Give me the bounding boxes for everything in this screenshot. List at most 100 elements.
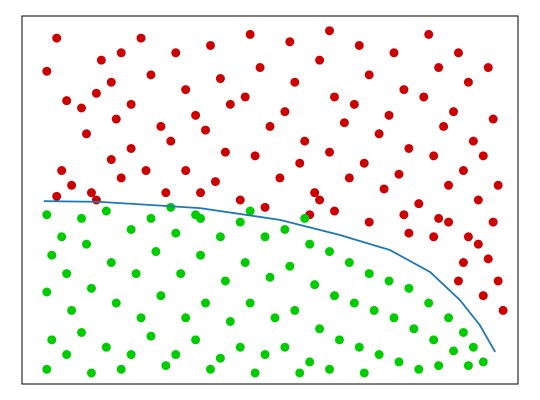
scatter-point xyxy=(52,191,62,201)
scatter-point xyxy=(215,353,225,363)
scatter-point xyxy=(473,239,483,249)
scatter-point xyxy=(305,239,315,249)
scatter-point xyxy=(478,151,488,161)
scatter-point xyxy=(42,66,52,76)
scatter-point xyxy=(96,55,106,65)
scatter-point xyxy=(310,188,320,198)
scatter-point xyxy=(126,350,136,360)
scatter-point xyxy=(344,258,354,268)
scatter-point xyxy=(434,361,444,371)
scatter-point xyxy=(290,77,300,87)
scatter-point xyxy=(181,85,191,95)
scatter-point xyxy=(463,361,473,371)
scatter-point xyxy=(325,364,335,374)
scatter-point xyxy=(483,63,493,73)
scatter-point xyxy=(458,166,468,176)
scatter-point xyxy=(374,350,384,360)
scatter-point xyxy=(444,313,454,323)
scatter-point xyxy=(205,364,215,374)
scatter-point xyxy=(62,96,72,106)
scatter-point xyxy=(111,298,121,308)
scatter-point xyxy=(146,213,156,223)
scatter-point xyxy=(444,217,454,227)
scatter-point xyxy=(116,173,126,183)
scatter-point xyxy=(389,313,399,323)
scatter-point xyxy=(275,173,285,183)
scatter-point xyxy=(349,99,359,109)
scatter-point xyxy=(315,195,325,205)
scatter-point xyxy=(245,206,255,216)
scatter-point xyxy=(364,217,374,227)
scatter-point xyxy=(285,37,295,47)
scatter-point xyxy=(250,368,260,378)
scatter-point xyxy=(245,298,255,308)
scatter-point xyxy=(47,335,57,345)
scatter-point xyxy=(404,283,414,293)
scatter-point xyxy=(429,335,439,345)
scatter-point xyxy=(329,206,339,216)
scatter-point xyxy=(136,313,146,323)
scatter-point xyxy=(240,258,250,268)
scatter-point xyxy=(468,342,478,352)
scatter-point xyxy=(91,88,101,98)
scatter-point xyxy=(77,327,87,337)
scatter-point xyxy=(235,342,245,352)
scatter-point xyxy=(280,342,290,352)
scatter-point xyxy=(151,247,161,257)
scatter-point xyxy=(181,166,191,176)
scatter-point xyxy=(458,327,468,337)
scatter-point xyxy=(463,232,473,242)
scatter-point xyxy=(101,342,111,352)
scatter-point xyxy=(42,364,52,374)
scatter-point xyxy=(315,55,325,65)
scatter-point xyxy=(325,147,335,157)
scatter-point xyxy=(136,33,146,43)
scatter-point xyxy=(126,143,136,153)
scatter-point xyxy=(166,202,176,212)
scatter-point xyxy=(156,291,166,301)
scatter-point xyxy=(394,357,404,367)
scatter-point xyxy=(334,335,344,345)
scatter-point xyxy=(106,77,116,87)
scatter-point xyxy=(220,147,230,157)
scatter-point xyxy=(196,250,206,260)
scatter-point xyxy=(171,48,181,58)
scatter-point xyxy=(131,269,141,279)
scatter-point xyxy=(166,136,176,146)
scatter-point xyxy=(493,180,503,190)
scatter-point xyxy=(235,217,245,227)
scatter-point xyxy=(315,324,325,334)
scatter-point xyxy=(77,103,87,113)
scatter-point xyxy=(310,280,320,290)
scatter-point xyxy=(86,283,96,293)
scatter-point xyxy=(399,85,409,95)
scatter-point xyxy=(215,74,225,84)
scatter-point xyxy=(434,213,444,223)
scatter-point xyxy=(354,342,364,352)
scatter-point xyxy=(429,151,439,161)
scatter-point xyxy=(215,232,225,242)
scatter-point xyxy=(161,361,171,371)
scatter-point xyxy=(57,166,67,176)
scatter-point xyxy=(141,166,151,176)
plot-frame xyxy=(21,15,519,385)
scatter-point xyxy=(409,324,419,334)
scatter-point xyxy=(493,276,503,286)
scatter-point xyxy=(220,276,230,286)
scatter-point xyxy=(260,232,270,242)
scatter-point xyxy=(364,269,374,279)
scatter-point xyxy=(191,335,201,345)
scatter-point xyxy=(181,313,191,323)
scatter-point xyxy=(414,199,424,209)
scatter-point xyxy=(62,350,72,360)
scatter-point xyxy=(240,92,250,102)
scatter-point xyxy=(270,313,280,323)
scatter-point xyxy=(265,272,275,282)
scatter-point xyxy=(300,136,310,146)
scatter-point xyxy=(384,276,394,286)
scatter-point xyxy=(126,224,136,234)
scatter-point xyxy=(449,107,459,117)
scatter-point xyxy=(111,114,121,124)
scatter-point xyxy=(146,70,156,80)
scatter-point xyxy=(483,254,493,264)
